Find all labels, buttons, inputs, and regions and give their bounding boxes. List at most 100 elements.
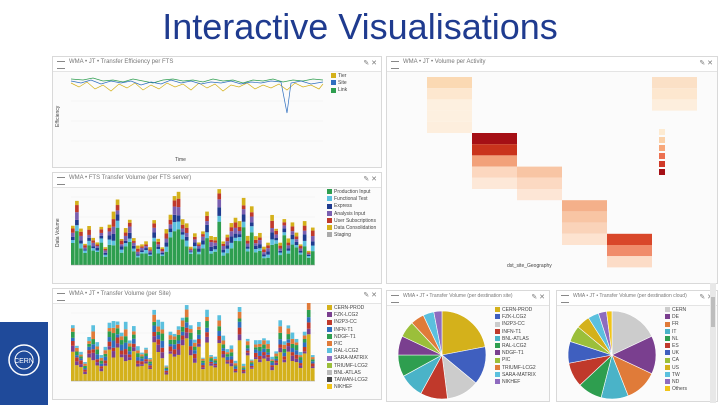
bar-segment[interactable] [71,225,75,229]
bar-segment[interactable] [152,237,156,242]
bar-segment[interactable] [233,240,238,265]
bar-segment[interactable] [209,236,213,240]
bar-segment[interactable] [213,245,217,250]
bar-segment[interactable] [176,340,181,344]
bar-segment[interactable] [188,251,193,253]
bar-segment[interactable] [164,365,169,367]
bar-segment[interactable] [193,233,197,237]
bar-segment[interactable] [160,254,165,257]
bar-segment[interactable] [95,252,100,265]
bar-segment[interactable] [254,352,258,358]
bar-segment[interactable] [91,325,95,332]
bar-segment[interactable] [172,214,177,223]
bar-segment[interactable] [298,360,303,364]
bar-segment[interactable] [266,352,270,355]
bar-segment[interactable] [107,224,112,229]
bar-segment[interactable] [274,230,278,235]
bar-segment[interactable] [294,362,299,381]
legend-item[interactable]: Tier [331,73,347,80]
bar-segment[interactable] [310,366,315,369]
bar-segment[interactable] [201,358,205,361]
heatmap-cell[interactable] [562,211,607,223]
bar-segment[interactable] [148,361,152,364]
menu-icon[interactable] [561,295,569,303]
bar-segment[interactable] [107,235,112,240]
bar-segment[interactable] [278,252,283,256]
bar-segment[interactable] [119,244,124,247]
legend-item[interactable]: RAL-LCG2 [495,343,536,350]
legend-item[interactable]: CA [665,357,687,364]
bar-segment[interactable] [168,331,173,336]
bar-segment[interactable] [302,225,307,231]
bar-segment[interactable] [221,348,226,351]
bar-segment[interactable] [201,234,205,237]
bar-segment[interactable] [115,343,120,348]
bar-segment[interactable] [209,360,213,362]
bar-segment[interactable] [79,354,83,357]
bar-segment[interactable] [188,355,193,381]
bar-segment[interactable] [156,241,161,245]
bar-segment[interactable] [172,333,177,337]
bar-segment[interactable] [229,349,234,353]
bar-segment[interactable] [91,237,95,241]
bar-segment[interactable] [99,242,104,265]
bar-segment[interactable] [306,334,311,381]
bar-segment[interactable] [156,331,161,336]
bar-segment[interactable] [249,365,254,368]
bar-segment[interactable] [205,327,209,333]
bar-segment[interactable] [193,236,197,240]
bar-segment[interactable] [197,346,201,381]
bar-segment[interactable] [266,354,270,358]
bar-segment[interactable] [294,342,299,346]
bar-segment[interactable] [184,227,189,233]
bar-segment[interactable] [91,339,95,345]
bar-segment[interactable] [156,339,161,345]
bar-segment[interactable] [286,325,291,329]
bar-segment[interactable] [274,243,278,265]
bar-segment[interactable] [83,243,87,246]
legend-item[interactable]: PIC [495,357,536,364]
bar-segment[interactable] [144,347,148,350]
bar-segment[interactable] [115,328,120,335]
bar-segment[interactable] [107,239,112,245]
bar-segment[interactable] [233,366,238,369]
bar-segment[interactable] [249,206,254,213]
bar-segment[interactable] [201,367,205,370]
bar-segment[interactable] [241,373,246,381]
bar-segment[interactable] [197,245,201,249]
bar-segment[interactable] [241,209,246,215]
bar-segment[interactable] [83,374,87,381]
bar-segment[interactable] [99,360,104,364]
bar-segment[interactable] [217,339,222,344]
bar-segment[interactable] [176,229,181,265]
bar-segment[interactable] [209,361,213,364]
bar-segment[interactable] [79,231,83,236]
bar-segment[interactable] [99,232,104,236]
bar-segment[interactable] [237,318,242,322]
bar-segment[interactable] [306,317,311,323]
bar-segment[interactable] [87,357,91,381]
bar-segment[interactable] [205,232,209,239]
bar-segment[interactable] [127,354,132,358]
bar-segment[interactable] [168,224,173,229]
bar-segment[interactable] [290,244,295,265]
bar-segment[interactable] [270,228,274,233]
bar-segment[interactable] [148,365,152,368]
bar-segment[interactable] [282,219,287,223]
bar-segment[interactable] [266,254,270,258]
bar-segment[interactable] [164,370,169,373]
bar-segment[interactable] [306,254,311,257]
bar-segment[interactable] [278,339,283,345]
bar-segment[interactable] [107,231,112,236]
bar-segment[interactable] [245,246,250,249]
bar-segment[interactable] [123,240,128,244]
bar-segment[interactable] [201,369,205,381]
bar-segment[interactable] [132,343,136,348]
bar-segment[interactable] [148,247,152,250]
bar-segment[interactable] [209,356,213,359]
bar-segment[interactable] [91,344,95,350]
legend-item[interactable]: TRIUMF-LCG2 [495,365,536,372]
bar-segment[interactable] [119,249,124,253]
bar-segment[interactable] [201,236,205,241]
bar-segment[interactable] [160,333,165,341]
